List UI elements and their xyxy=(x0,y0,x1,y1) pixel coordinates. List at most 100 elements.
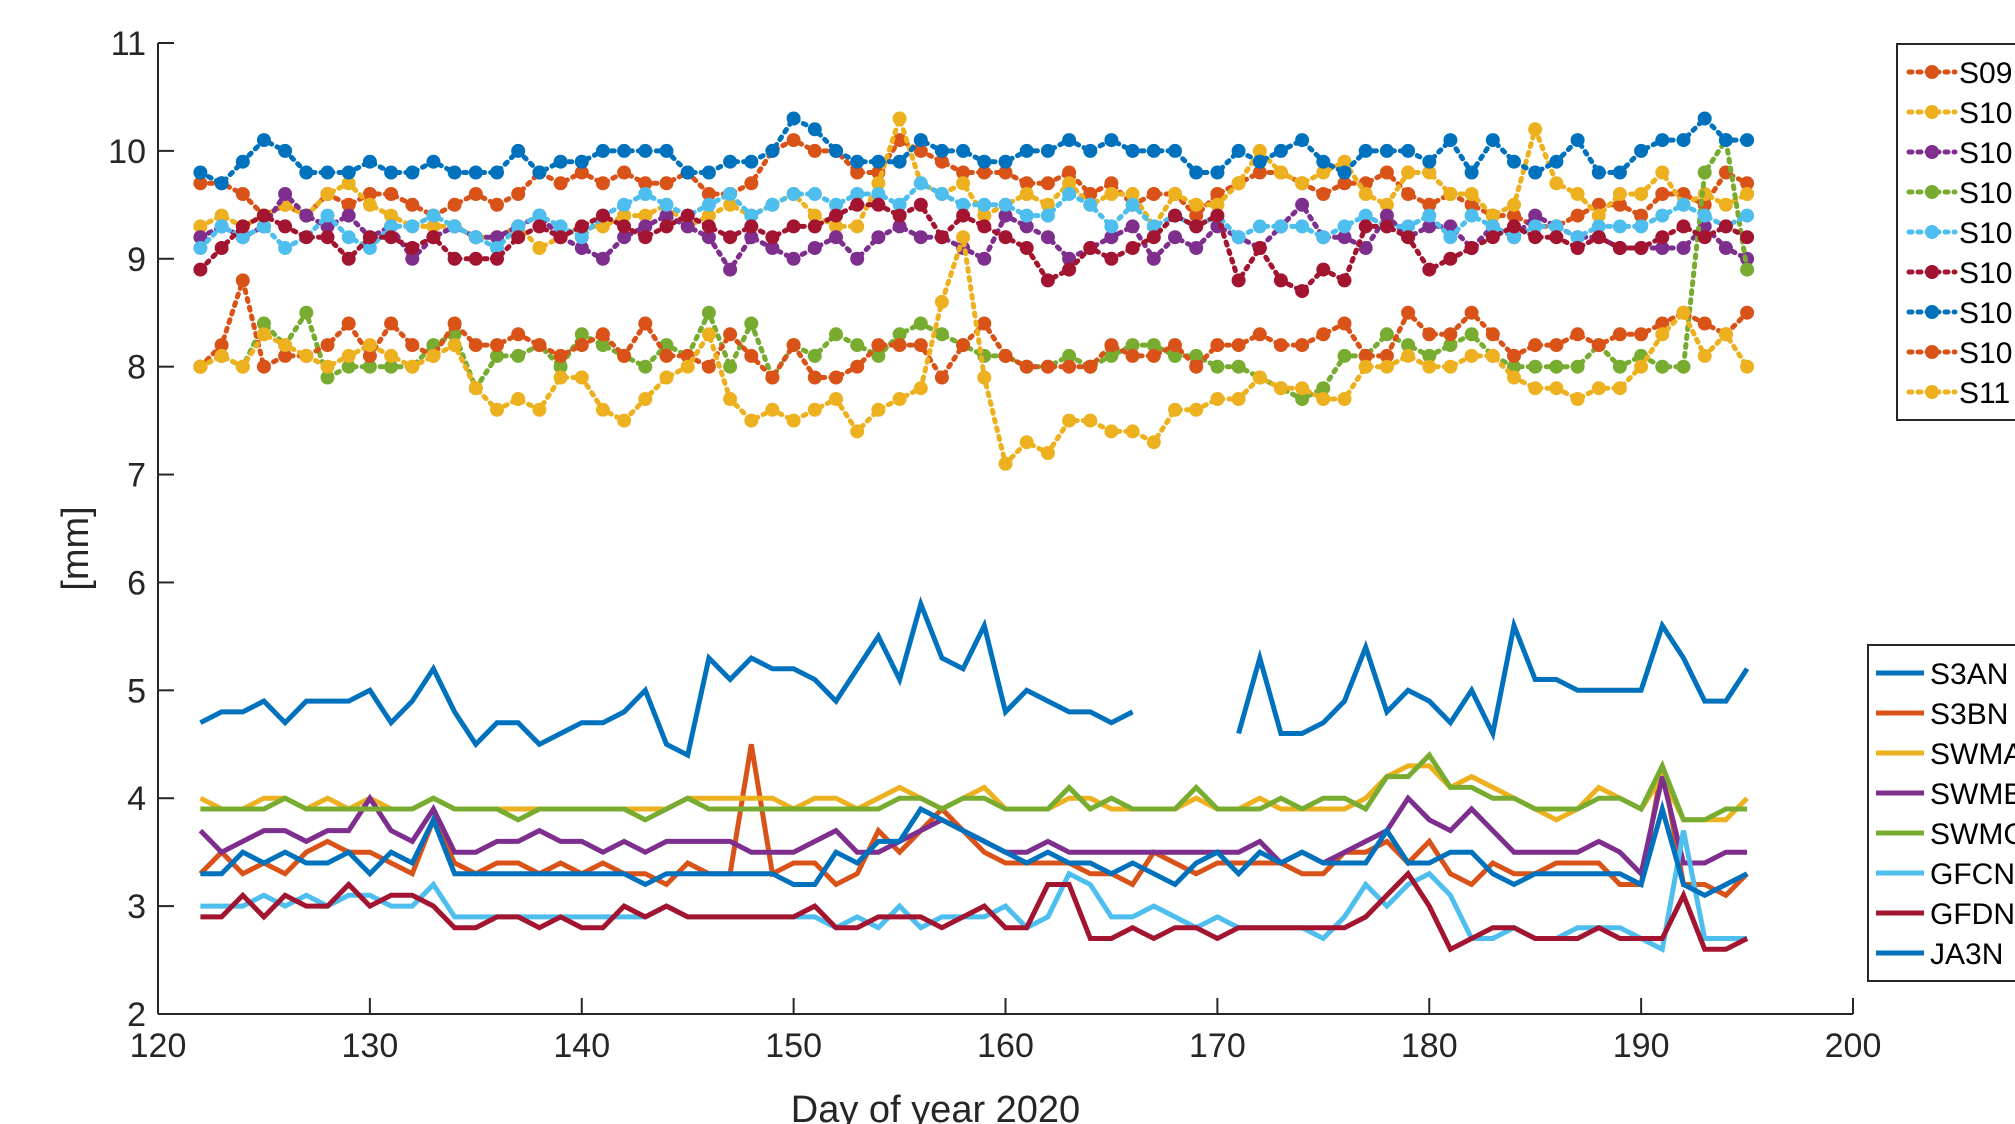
data-point xyxy=(765,143,780,158)
legend-box xyxy=(1867,644,2015,982)
data-point xyxy=(299,348,314,363)
series-ja3n xyxy=(200,799,1749,899)
data-point xyxy=(1062,359,1077,374)
data-point xyxy=(913,230,928,245)
data-point xyxy=(1485,219,1500,234)
data-point xyxy=(1146,230,1161,245)
data-point xyxy=(1040,446,1055,460)
data-point xyxy=(235,154,250,169)
data-point xyxy=(1316,392,1331,406)
data-point xyxy=(1083,241,1098,255)
data-point xyxy=(595,251,610,266)
data-point xyxy=(553,219,568,234)
data-point xyxy=(341,359,356,374)
data-point xyxy=(214,219,229,234)
data-point xyxy=(1422,208,1437,223)
data-point xyxy=(1337,219,1352,234)
data-point xyxy=(786,133,801,148)
data-point xyxy=(384,219,399,234)
legend-label: S10 xyxy=(1959,97,2012,130)
data-point xyxy=(1634,359,1649,374)
x-tick-label: 190 xyxy=(1613,1027,1670,1065)
data-point xyxy=(1146,435,1161,450)
data-point xyxy=(659,338,674,353)
data-point xyxy=(405,197,420,212)
data-point xyxy=(659,197,674,212)
data-point xyxy=(1655,165,1670,180)
data-point xyxy=(256,133,271,148)
data-point xyxy=(1740,230,1755,245)
data-point xyxy=(574,327,589,342)
data-point xyxy=(447,165,462,180)
data-point xyxy=(892,327,907,342)
data-point xyxy=(1634,208,1649,223)
y-tick-label: 4 xyxy=(127,780,146,818)
data-point xyxy=(850,165,865,180)
data-point xyxy=(744,230,759,245)
data-point xyxy=(1443,187,1458,201)
legend-marker xyxy=(1925,225,1939,239)
data-point xyxy=(1655,327,1670,342)
data-point xyxy=(320,208,335,223)
data-point xyxy=(1358,208,1373,223)
data-point xyxy=(553,176,568,191)
data-point xyxy=(1634,327,1649,342)
data-point xyxy=(384,359,399,374)
data-point xyxy=(1655,187,1670,201)
data-point xyxy=(1168,338,1182,353)
data-point xyxy=(1316,327,1331,342)
data-point xyxy=(362,154,377,169)
data-point xyxy=(617,197,632,212)
data-point xyxy=(511,327,526,342)
data-point xyxy=(1718,241,1733,255)
data-point xyxy=(723,230,738,245)
data-point xyxy=(1379,219,1394,234)
data-point xyxy=(998,165,1013,180)
data-point xyxy=(511,348,526,363)
data-point xyxy=(1083,413,1098,428)
data-point xyxy=(829,219,843,234)
data-point xyxy=(341,197,356,212)
data-point xyxy=(278,143,293,158)
data-point xyxy=(871,348,886,363)
data-point xyxy=(447,316,462,331)
data-point xyxy=(1697,230,1712,245)
data-point xyxy=(320,370,335,385)
data-point xyxy=(1528,338,1543,353)
data-point xyxy=(1528,219,1543,234)
data-point xyxy=(1591,381,1606,396)
data-point xyxy=(468,251,483,266)
data-point xyxy=(1252,327,1267,342)
data-point xyxy=(490,338,504,353)
data-point xyxy=(892,208,907,223)
data-point xyxy=(913,133,928,148)
data-point xyxy=(1358,219,1373,234)
data-point xyxy=(1528,230,1543,245)
data-point xyxy=(468,230,483,245)
data-point xyxy=(617,413,632,428)
data-point xyxy=(532,338,547,353)
data-point xyxy=(1189,402,1204,417)
data-point xyxy=(977,251,992,266)
legend-item: SWMA xyxy=(1876,738,2015,771)
data-point xyxy=(362,359,377,374)
data-point xyxy=(1104,348,1119,363)
data-point xyxy=(638,208,653,223)
data-point xyxy=(1273,219,1288,234)
data-point xyxy=(1104,133,1119,148)
legend-label: S09 xyxy=(1959,57,2012,90)
data-point xyxy=(1591,338,1606,353)
data-point xyxy=(1295,133,1310,148)
data-point xyxy=(617,143,632,158)
data-point xyxy=(1062,413,1077,428)
data-point xyxy=(1019,359,1034,374)
data-point xyxy=(553,154,568,169)
data-point xyxy=(362,338,377,353)
data-point xyxy=(214,241,229,255)
data-point xyxy=(511,219,526,234)
data-point xyxy=(1507,154,1521,169)
data-point xyxy=(956,143,971,158)
data-point xyxy=(680,219,695,234)
data-point xyxy=(532,219,547,234)
data-point xyxy=(1655,208,1670,223)
